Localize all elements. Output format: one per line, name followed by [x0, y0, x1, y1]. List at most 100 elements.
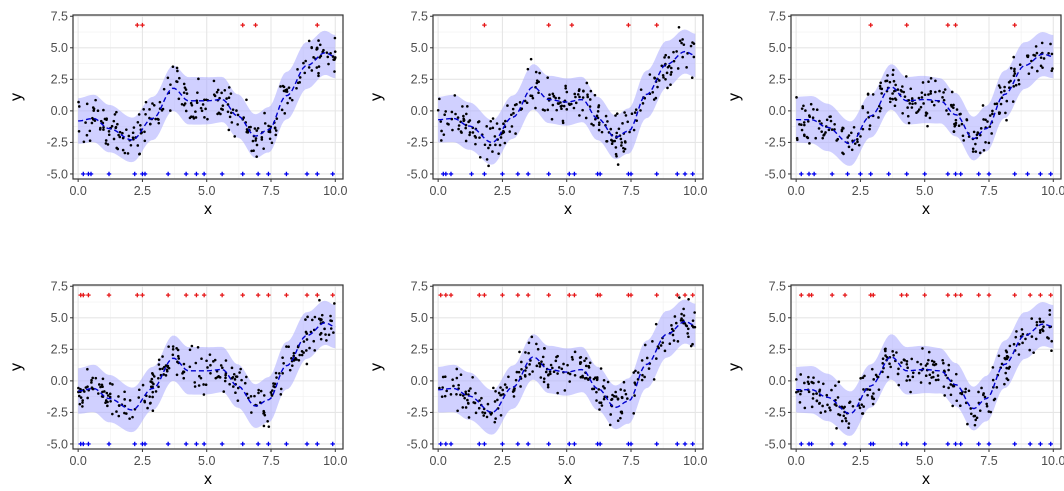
observation-point — [487, 164, 490, 168]
observation-point — [305, 349, 308, 352]
observation-point — [1015, 330, 1018, 333]
observation-point — [973, 423, 977, 427]
observation-point — [184, 88, 188, 91]
lower-mark — [81, 171, 86, 177]
observation-point — [863, 374, 866, 378]
chart-panel-6: -5.0 -2.5 0.0 2.5 5.0 7.5 0.0 2.5 5.0 7.5 10.0 x y — [726, 280, 1064, 488]
observation-point — [811, 116, 815, 119]
observation-point — [266, 419, 269, 423]
observation-point — [269, 391, 273, 394]
observation-point — [815, 392, 818, 395]
lower-mark — [945, 171, 951, 177]
observation-point — [462, 117, 465, 121]
observation-point — [216, 88, 220, 92]
observation-point — [807, 382, 811, 386]
observation-point — [255, 155, 258, 158]
confidence-band — [796, 32, 1054, 166]
observation-point — [846, 136, 850, 139]
observation-point — [656, 85, 659, 89]
observation-point — [220, 91, 223, 95]
observation-point — [630, 112, 634, 116]
observation-point — [949, 393, 953, 397]
observation-point — [262, 147, 265, 150]
y-tick-label: 7.5 — [51, 280, 68, 294]
observation-point — [803, 406, 807, 410]
observation-point — [110, 124, 114, 128]
observation-point — [1017, 353, 1021, 356]
observation-point — [952, 103, 955, 107]
observation-point — [136, 121, 140, 124]
observation-point — [1033, 54, 1037, 57]
observation-point — [99, 119, 103, 123]
lower-mark — [240, 441, 245, 447]
observation-point — [893, 97, 897, 100]
observation-point — [268, 137, 272, 141]
observation-point — [333, 70, 336, 73]
observation-point — [1030, 317, 1034, 320]
observation-point — [143, 400, 147, 404]
observation-point — [660, 64, 664, 68]
x-tick-label: 10.0 — [323, 454, 347, 468]
observation-point — [1020, 328, 1024, 331]
observation-point — [527, 351, 530, 355]
observation-point — [800, 123, 803, 127]
observation-point — [150, 381, 154, 384]
observation-point — [452, 384, 455, 388]
x-tick-label: 10.0 — [1041, 184, 1064, 198]
observation-point — [171, 348, 175, 351]
observation-point — [808, 142, 811, 145]
observation-point — [86, 385, 89, 388]
observation-point — [685, 66, 688, 69]
observation-point — [139, 123, 142, 127]
observation-point — [619, 137, 623, 141]
observation-point — [950, 105, 954, 108]
observation-point — [223, 88, 227, 92]
observation-point — [626, 397, 629, 400]
observation-point — [847, 134, 851, 137]
observation-point — [562, 362, 565, 366]
observation-point — [595, 399, 598, 402]
observation-point — [868, 124, 872, 127]
observation-point — [185, 92, 189, 95]
observation-point — [953, 122, 956, 126]
observation-point — [615, 155, 618, 158]
upper-mark — [448, 292, 454, 298]
y-axis-label: y — [368, 93, 385, 101]
observation-point — [930, 100, 934, 103]
observation-point — [909, 87, 913, 91]
observation-point — [327, 333, 331, 337]
upper-mark — [871, 292, 876, 298]
observation-point — [146, 406, 149, 410]
observation-point — [594, 376, 597, 379]
observation-point — [632, 412, 636, 415]
observation-point — [856, 140, 859, 144]
observation-point — [162, 373, 165, 376]
observation-point — [324, 333, 327, 336]
observation-point — [860, 403, 864, 406]
confidence-band — [796, 302, 1054, 436]
observation-point — [926, 124, 929, 128]
observation-point — [651, 340, 654, 343]
observation-point — [462, 119, 466, 123]
observation-point — [602, 397, 606, 401]
observation-point — [597, 104, 601, 107]
observation-point — [943, 88, 947, 91]
observation-point — [861, 127, 865, 131]
lower-mark — [682, 171, 688, 177]
observation-point — [542, 377, 546, 380]
observation-point — [824, 131, 827, 134]
observation-point — [932, 360, 936, 364]
observation-point — [454, 112, 457, 116]
observation-point — [493, 400, 497, 403]
upper-mark — [515, 292, 521, 298]
observation-point — [213, 94, 217, 98]
observation-point — [88, 139, 92, 142]
observation-point — [78, 402, 82, 406]
lower-mark — [976, 171, 981, 177]
observation-points — [438, 296, 697, 427]
observation-point — [550, 117, 554, 121]
observation-point — [927, 93, 930, 96]
observation-point — [497, 152, 500, 155]
observation-point — [622, 150, 626, 153]
observation-point — [1024, 337, 1027, 341]
